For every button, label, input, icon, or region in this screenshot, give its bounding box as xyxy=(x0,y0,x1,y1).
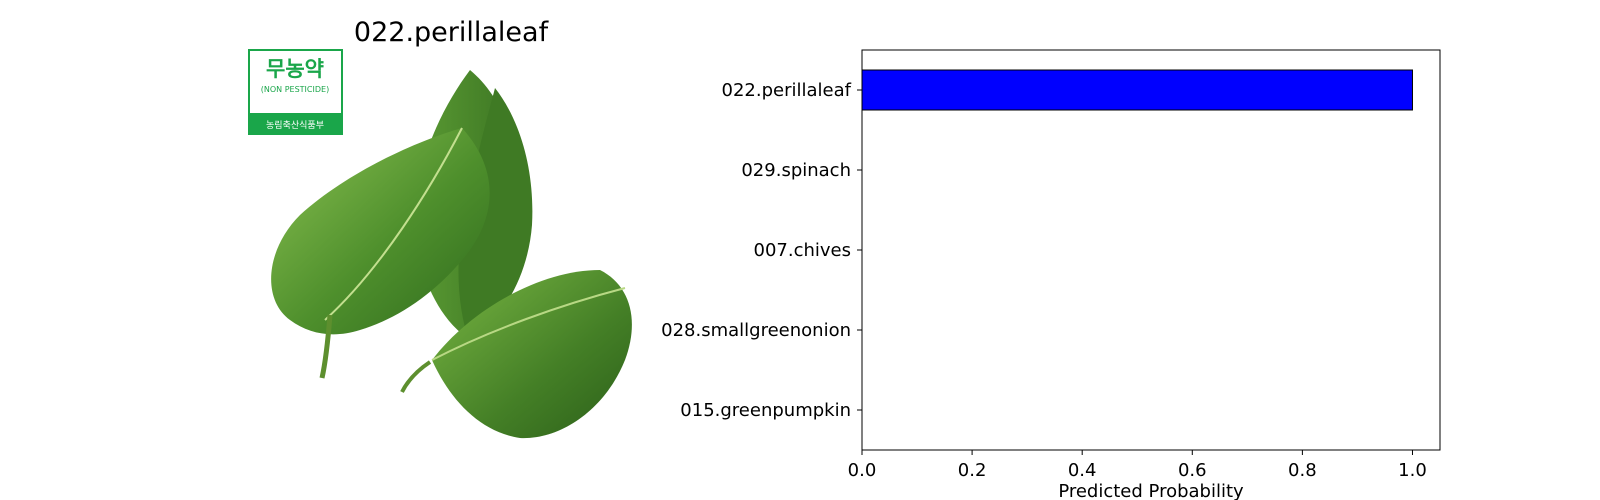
badge-footer-band xyxy=(249,113,342,134)
leaf-main-vein xyxy=(324,127,463,321)
image-title: 022.perillaleaf xyxy=(354,17,550,48)
leaf-middle xyxy=(458,88,533,345)
leaf-main-stem xyxy=(319,314,333,379)
bar-022.perillaleaf xyxy=(861,69,1413,111)
y-tick-label: 015.greenpumpkin xyxy=(680,400,851,421)
badge-english-text: (NON PESTICIDE) xyxy=(261,85,329,94)
leaf-photo xyxy=(271,70,632,439)
x-tick-label: 1.0 xyxy=(1398,460,1427,481)
bars-group xyxy=(861,69,1413,111)
badge-korean-text: 무농약 xyxy=(266,57,324,81)
x-tick-label: 0.6 xyxy=(1178,460,1207,481)
badge-footer-text: 농림축산식품부 xyxy=(266,119,324,131)
y-tick-label: 028.smallgreenonion xyxy=(661,320,851,341)
leaf-right-vein xyxy=(431,287,626,361)
x-tick-label: 0.2 xyxy=(958,460,987,481)
probability-chart: 022.perillaleaf 029.spinach 007.chives 028.… xyxy=(661,49,1441,500)
leaf-right xyxy=(432,270,632,439)
x-tick-label: 0.4 xyxy=(1068,460,1097,481)
leaf-right-stem xyxy=(400,360,432,393)
x-axis-label: Predicted Probability xyxy=(1058,481,1244,500)
x-tick-label: 0.0 xyxy=(848,460,877,481)
y-tick-label: 007.chives xyxy=(754,240,852,261)
y-tick-label: 029.spinach xyxy=(741,160,851,181)
y-axis: 022.perillaleaf 029.spinach 007.chives 028.… xyxy=(661,80,862,421)
y-tick-label: 022.perillaleaf xyxy=(722,80,852,101)
leaf-main xyxy=(271,128,490,335)
plot-area-frame xyxy=(861,49,1441,451)
x-axis: 0.0 0.2 0.4 0.6 0.8 1.0 xyxy=(848,450,1427,481)
non-pesticide-badge: 무농약 (NON PESTICIDE) 농림축산식품부 xyxy=(248,49,343,135)
x-tick-label: 0.8 xyxy=(1288,460,1317,481)
